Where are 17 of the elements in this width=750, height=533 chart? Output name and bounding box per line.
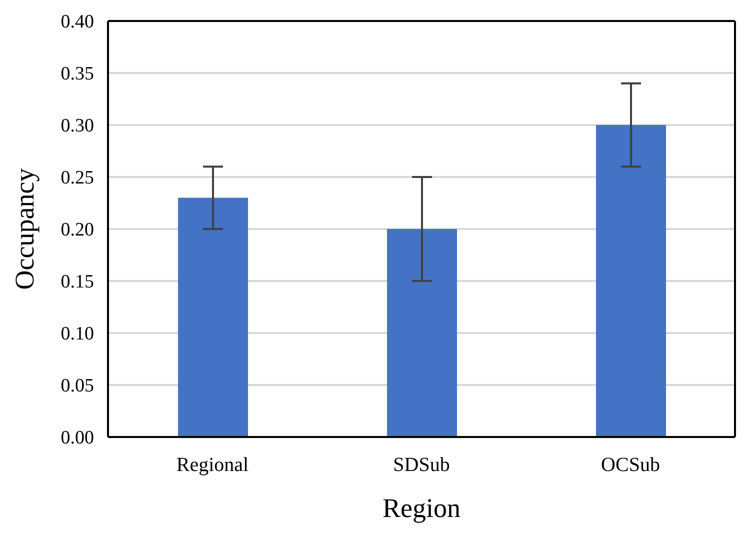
x-tick-label: OCSub [601, 454, 660, 476]
bar [596, 125, 666, 437]
y-tick-label: 0.15 [60, 272, 94, 293]
y-tick-label: 0.40 [60, 12, 94, 33]
y-tick-label: 0.05 [60, 376, 94, 397]
y-tick-label: 0.35 [60, 64, 94, 85]
x-tick-label: Regional [176, 454, 250, 476]
y-axis-title: Occupancy [10, 168, 40, 290]
y-tick-label: 0.30 [60, 116, 94, 137]
x-tick-label: SDSub [393, 454, 450, 476]
y-tick-label: 0.00 [60, 428, 94, 449]
y-tick-label: 0.20 [60, 220, 94, 241]
x-axis-title: Region [382, 493, 461, 523]
bar [387, 229, 457, 437]
bar [178, 198, 248, 437]
y-tick-label: 0.10 [60, 324, 94, 345]
y-tick-label: 0.25 [60, 168, 94, 189]
